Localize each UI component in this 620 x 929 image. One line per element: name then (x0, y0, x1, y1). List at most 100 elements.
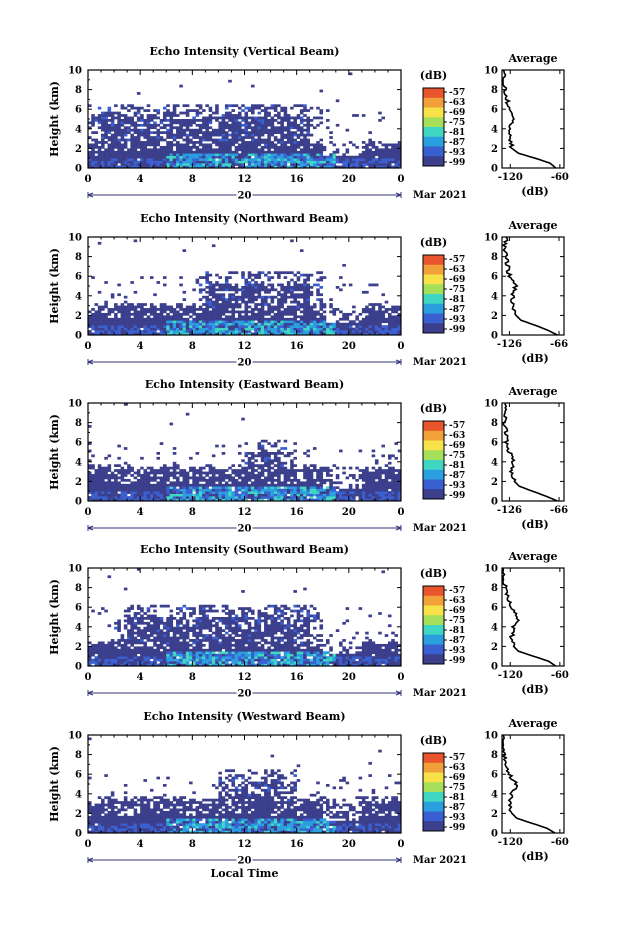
echo-cell (205, 134, 209, 137)
echo-cell (372, 320, 376, 323)
echo-cell (156, 452, 160, 455)
echo-cell (140, 114, 144, 117)
echo-cell (287, 469, 291, 472)
echo-cell (117, 146, 121, 149)
echo-cell (329, 311, 333, 314)
echo-cell (284, 484, 288, 487)
y-tick-label: 6 (75, 272, 82, 283)
echo-cell (212, 296, 216, 299)
echo-cell (280, 288, 284, 291)
echo-cell (280, 306, 284, 309)
echo-cell (300, 330, 304, 333)
echo-cell (372, 323, 376, 326)
echo-cell (114, 315, 118, 318)
echo-cell (212, 161, 216, 164)
echo-cell (225, 276, 229, 279)
echo-cell (258, 151, 262, 154)
echo-cell (134, 318, 138, 321)
echo-cell (280, 494, 284, 497)
echo-cell (342, 161, 346, 164)
echo-cell (202, 161, 206, 164)
echo-cell (290, 464, 294, 467)
echo-cell (95, 313, 99, 316)
echo-cell (111, 296, 115, 299)
echo-cell (258, 288, 262, 291)
echo-cell (316, 328, 320, 331)
echo-cell (375, 148, 379, 151)
echo-cell (381, 117, 385, 120)
echo-cell (127, 472, 131, 475)
echo-cell (280, 146, 284, 149)
echo-cell (264, 450, 268, 453)
echo-cell (238, 452, 242, 455)
echo-cell (267, 156, 271, 159)
echo-cell (150, 634, 154, 637)
echo-cell (137, 612, 141, 615)
echo-cell (179, 474, 183, 477)
echo-cell (346, 491, 350, 494)
echo-cell (297, 144, 301, 147)
echo-cell (209, 298, 213, 301)
echo-cell (98, 161, 102, 164)
echo-cell (186, 484, 190, 487)
echo-cell (271, 117, 275, 120)
echo-cell (143, 119, 147, 122)
echo-cell (95, 158, 99, 161)
echo-cell (277, 151, 281, 154)
echo-cell (156, 318, 160, 321)
echo-cell (300, 484, 304, 487)
echo-cell (310, 469, 314, 472)
echo-cell (150, 328, 154, 331)
echo-cell (228, 323, 232, 326)
echo-cell (319, 163, 323, 166)
echo-cell (359, 494, 363, 497)
echo-cell (326, 472, 330, 475)
echo-cell (254, 486, 258, 489)
echo-cell (368, 308, 372, 311)
echo-cell (303, 328, 307, 331)
echo-cell (104, 610, 108, 613)
echo-cell (310, 311, 314, 314)
echo-cell (124, 646, 128, 649)
echo-cell (163, 469, 167, 472)
echo-cell (108, 158, 112, 161)
echo-cell (381, 161, 385, 164)
echo-cell (267, 134, 271, 137)
echo-cell (108, 467, 112, 470)
echo-cell (280, 328, 284, 331)
echo-cell (150, 136, 154, 139)
echo-cell (290, 141, 294, 144)
echo-cell (192, 486, 196, 489)
echo-cell (261, 303, 265, 306)
echo-cell (231, 328, 235, 331)
echo-cell (225, 325, 229, 328)
x-tick-label: 8 (189, 507, 196, 518)
echo-cell (205, 301, 209, 304)
echo-cell (284, 107, 288, 110)
echo-cell (287, 318, 291, 321)
echo-cell (140, 484, 144, 487)
echo-cell (316, 474, 320, 477)
echo-cell (394, 306, 398, 309)
echo-cell (368, 163, 372, 166)
echo-cell (235, 146, 239, 149)
echo-cell (274, 452, 278, 455)
echo-cell (372, 450, 376, 453)
echo-cell (319, 139, 323, 142)
echo-cell (284, 119, 288, 122)
echo-cell (349, 496, 353, 499)
echo-cell (140, 303, 144, 306)
echo-cell (225, 328, 229, 331)
echo-cell (140, 486, 144, 489)
echo-cell (101, 654, 105, 657)
echo-cell (300, 163, 304, 166)
echo-cell (140, 622, 144, 625)
echo-cell (306, 109, 310, 112)
echo-cell (287, 134, 291, 137)
echo-cell (310, 323, 314, 326)
echo-cell (104, 119, 108, 122)
colorbar-segment (423, 489, 444, 499)
echo-cell (166, 320, 170, 323)
echo-cell (163, 474, 167, 477)
echo-cell (261, 496, 265, 499)
